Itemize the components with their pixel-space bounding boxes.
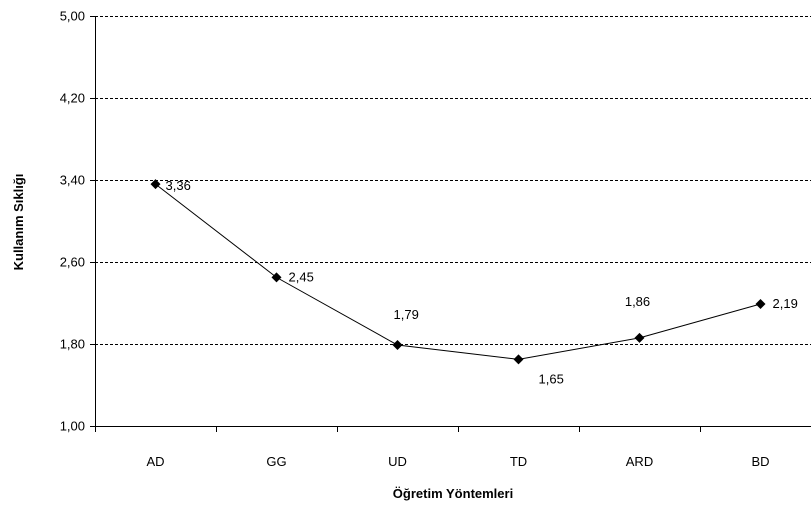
data-label: 1,79 (394, 307, 419, 322)
data-label: 2,19 (773, 296, 798, 311)
data-point-td (513, 354, 524, 365)
gridlines (95, 16, 811, 345)
series-line (155, 183, 761, 360)
x-tick-label: AD (146, 454, 164, 469)
y-axis-title: Kullanım Sıklığı (11, 174, 26, 271)
y-tick-label: 2,60 (60, 255, 85, 270)
y-tick-label: 3,40 (60, 173, 85, 188)
x-axis-title: Öğretim Yöntemleri (393, 486, 513, 501)
y-tick-label: 4,20 (60, 91, 85, 106)
data-point-ad (150, 179, 161, 190)
y-tick-label: 1,80 (60, 337, 85, 352)
data-point-ud (392, 340, 403, 351)
data-label: 2,45 (289, 269, 314, 284)
x-tick-label: BD (751, 454, 769, 469)
y-tick-label: 5,00 (60, 9, 85, 24)
data-point-bd (755, 299, 766, 310)
y-tick-label: 1,00 (60, 419, 85, 434)
series (150, 179, 766, 365)
axes (90, 16, 811, 432)
x-tick-label: ARD (626, 454, 653, 469)
data-label: 3,36 (166, 178, 191, 193)
data-label: 1,86 (625, 294, 650, 309)
x-tick-label: TD (510, 454, 527, 469)
x-tick-label: GG (266, 454, 286, 469)
x-tick-label: UD (388, 454, 407, 469)
labels: 1,00 1,80 2,60 3,40 4,20 5,00 AD GG UD TD ARD BD 3,3… (60, 9, 798, 470)
data-label: 1,65 (539, 371, 564, 386)
data-point-ard (634, 332, 645, 343)
data-point-gg (271, 272, 282, 283)
